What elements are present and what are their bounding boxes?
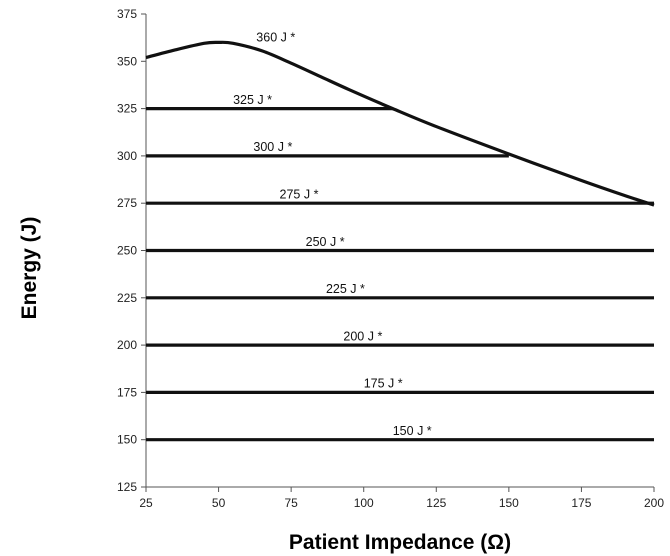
x-tick-label: 175 [571,496,591,510]
series-label-3: 275 J * [280,187,319,201]
y-tick-label: 350 [117,54,137,68]
y-tick-label: 275 [117,196,137,210]
x-tick-label: 125 [426,496,446,510]
series-label-4: 250 J * [306,235,345,249]
series-label-8: 150 J * [393,424,432,438]
x-tick-label: 75 [284,496,298,510]
x-tick-label: 100 [354,496,374,510]
x-tick-label: 200 [644,496,664,510]
series-line-0 [145,40,655,207]
y-tick-label: 200 [117,338,137,352]
axes: 125 150 175 200 225 250 275 300 325 350 375 25 50 75 1… [117,7,664,510]
y-tick-label: 225 [117,291,137,305]
series-label-0: 360 J * [256,30,295,44]
series-label-2: 300 J * [253,140,292,154]
series-labels: 360 J * 325 J * 300 J * 275 J * 250 J * 225 J… [233,30,432,438]
series-lines [145,40,655,442]
y-tick-label: 375 [117,7,137,21]
x-tick-label: 150 [499,496,519,510]
series-label-1: 325 J * [233,93,272,107]
y-tick-label: 150 [117,433,137,447]
y-tick-label: 175 [117,385,137,399]
y-tick-label: 250 [117,244,137,258]
y-axis-title: Energy (J) [18,217,41,320]
x-axis-title: Patient Impedance (Ω) [289,531,511,554]
series-label-6: 200 J * [343,329,382,343]
series-label-5: 225 J * [326,282,365,296]
y-tick-label: 125 [117,480,137,494]
x-tick-label: 25 [139,496,153,510]
series-label-7: 175 J * [364,377,403,391]
y-tick-label: 300 [117,149,137,163]
x-tick-label: 50 [212,496,226,510]
y-tick-label: 325 [117,102,137,116]
